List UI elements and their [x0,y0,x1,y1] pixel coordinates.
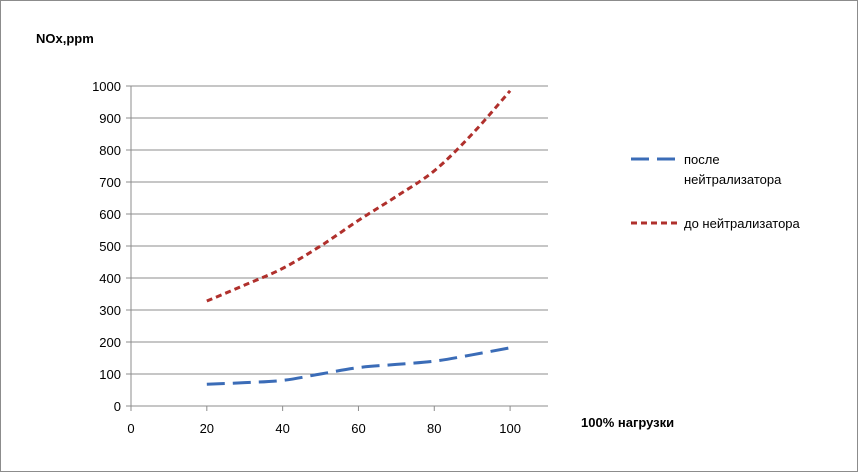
y-tick-label: 100 [99,367,121,382]
series-line-2 [206,89,512,303]
y-tick-label: 900 [99,111,121,126]
x-tick-label: 40 [275,421,289,436]
legend: после нейтрализатора до нейтрализатора [631,152,801,231]
x-tick-label: 80 [427,421,441,436]
y-tick-label: 200 [99,335,121,350]
x-tick-labels: 0 20 40 60 80 100 [127,421,521,436]
gridlines [131,85,548,375]
x-tick-label: 100 [499,421,521,436]
legend-label: нейтрализатора [684,172,782,187]
y-tick-label: 0 [114,399,121,414]
legend-label: после [684,152,720,167]
y-axis-title: NOx,ppm [36,31,94,46]
y-tick-label: 600 [99,207,121,222]
x-tick-label: 60 [351,421,365,436]
y-tick-label: 800 [99,143,121,158]
y-tick-label: 700 [99,175,121,190]
y-tick-label: 1000 [92,79,121,94]
series-lines [206,89,512,386]
legend-label: до нейтрализатора [684,216,801,231]
x-axis-title: 100% нагрузки [581,415,674,430]
y-tick-labels: 0 100 200 300 400 500 600 700 800 900 1000 [92,79,121,414]
y-tick-label: 400 [99,271,121,286]
series-line-1 [206,346,511,386]
y-tick-label: 500 [99,239,121,254]
x-tick-label: 20 [200,421,214,436]
axes [126,85,548,411]
y-tick-label: 300 [99,303,121,318]
x-tick-label: 0 [127,421,134,436]
